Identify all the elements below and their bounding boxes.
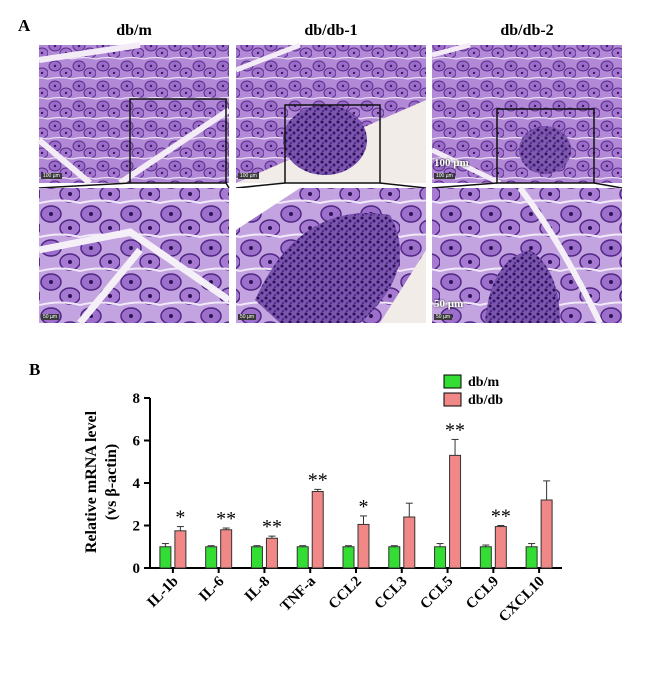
column-title-db-db-1: db/db-1 — [304, 22, 358, 39]
zoom-box — [496, 108, 595, 184]
column-title-db-m: db/m — [116, 22, 152, 39]
legend-label-db-m: db/m — [468, 375, 499, 390]
bar-db-db-IL-8 — [265, 537, 278, 569]
tile-db-m-low — [37, 42, 231, 186]
bar-db-m-CCL9 — [479, 546, 492, 569]
significance-marker: ** — [445, 419, 465, 441]
significance-marker: * — [175, 507, 185, 529]
legend-swatch-db-m — [443, 374, 462, 389]
x-tick-label-TNF-a: TNF-a — [278, 573, 320, 615]
tile-db-m-high — [38, 188, 231, 326]
bar-db-m-CCL5 — [434, 546, 447, 569]
bar-db-db-CCL9 — [494, 526, 507, 569]
bar-db-m-CCL3 — [388, 546, 401, 569]
legend: db/m db/db — [443, 374, 503, 408]
bar-db-db-CXCL10 — [540, 499, 553, 569]
scale-label-100um: 100 µm — [434, 157, 469, 169]
y-tick-label: 2 — [133, 519, 141, 535]
scalebar-small-5: 50 µm — [238, 314, 256, 320]
bar-db-m-CCL2 — [342, 546, 355, 569]
y-tick-label: 6 — [133, 434, 141, 450]
legend-swatch-db-db — [443, 392, 462, 407]
legend-label-db-db: db/db — [468, 393, 503, 408]
tile-db-db-1-high — [236, 188, 426, 323]
bar-db-m-TNF-a — [296, 546, 309, 569]
bar-db-db-CCL5 — [449, 454, 462, 569]
significance-marker: ** — [262, 516, 282, 538]
panel-b-letter: B — [29, 360, 41, 379]
bar-db-m-IL-1b — [159, 546, 172, 569]
y-tick-label: 8 — [133, 391, 141, 407]
zoom-box — [284, 104, 381, 184]
scalebar-small-6: 50 µm — [434, 314, 452, 320]
y-axis-label-line1: Relative mRNA level — [83, 410, 100, 553]
x-tick-label-CCL5: CCL5 — [417, 574, 456, 613]
zoom-box — [129, 98, 227, 184]
significance-marker: ** — [308, 469, 328, 491]
bar-db-db-IL-6 — [220, 529, 233, 569]
x-tick-label-CCL2: CCL2 — [326, 574, 365, 613]
tile-db-db-1-low — [235, 42, 426, 184]
scalebar-small-4: 50 µm — [41, 314, 59, 320]
bar-db-db-CCL3 — [403, 516, 416, 569]
x-tick-label-CCL3: CCL3 — [372, 574, 411, 613]
significance-marker: ** — [216, 508, 236, 530]
scale-label-50um: 50 µm — [434, 298, 464, 310]
y-tick-label: 0 — [133, 561, 141, 577]
significance-marker: ** — [491, 506, 511, 528]
zoom-connectors — [38, 182, 623, 189]
bar-db-db-TNF-a — [311, 491, 324, 569]
tile-db-db-2-high — [432, 186, 622, 325]
y-axis-label-line2: (vs β-actin) — [103, 444, 120, 520]
column-title-db-db-2: db/db-2 — [500, 22, 554, 39]
x-tick-label-IL-8: IL-8 — [242, 574, 273, 605]
tile-db-db-2-low — [430, 42, 622, 186]
x-tick-label-CCL9: CCL9 — [463, 574, 502, 613]
bar-db-m-CXCL10 — [525, 546, 538, 569]
histology-figure — [37, 42, 623, 326]
x-tick-label-IL-1b: IL-1b — [144, 574, 181, 611]
x-tick-label-CXCL10: CXCL10 — [496, 574, 548, 626]
x-tick-label-IL-6: IL-6 — [196, 573, 228, 605]
bar-db-db-CCL2 — [357, 523, 370, 569]
bar-db-db-IL-1b — [174, 530, 187, 569]
mrna-bar-chart: db/m db/db Relative mRNA level (vs β-act… — [83, 374, 562, 626]
significance-marker: * — [359, 496, 369, 518]
scalebar-small-3: 100 µm — [434, 173, 455, 179]
bar-db-m-IL-8 — [250, 546, 263, 569]
y-tick-label: 4 — [133, 476, 141, 492]
panel-a-letter: A — [18, 16, 31, 35]
scalebar-small-1: 100 µm — [41, 173, 62, 179]
scalebar-small-2: 100 µm — [238, 173, 259, 179]
bar-db-m-IL-6 — [205, 546, 218, 569]
